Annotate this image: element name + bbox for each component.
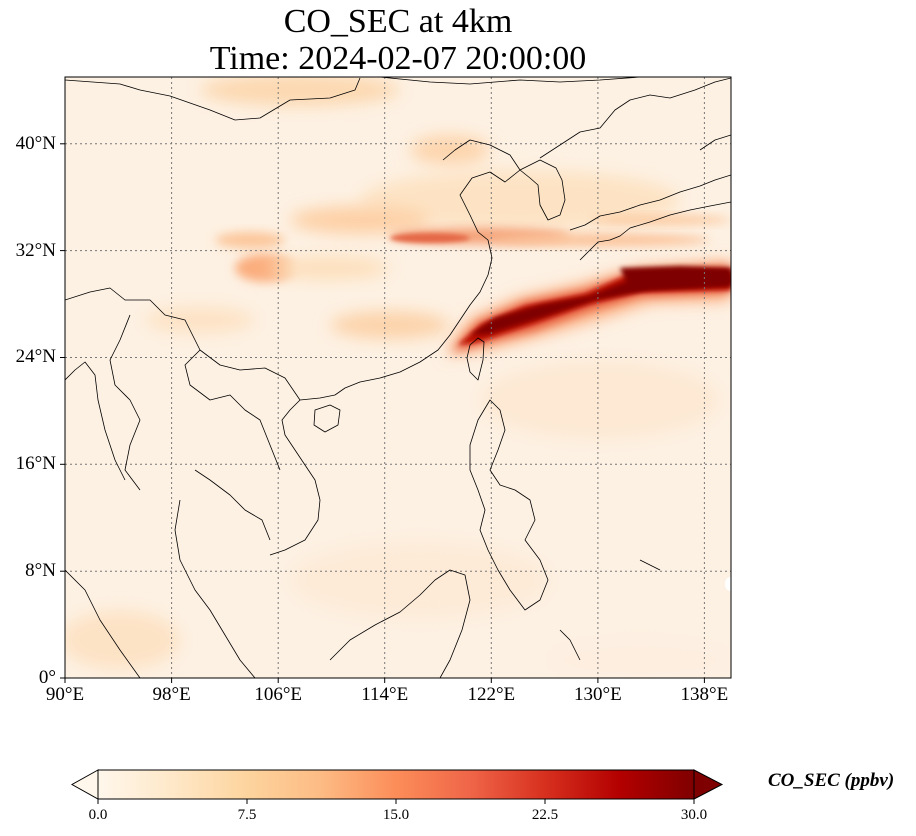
map-title-line-2: Time: 2024-02-07 20:00:00 bbox=[209, 40, 587, 77]
lat-tick-label: 0° bbox=[38, 667, 56, 688]
lat-tick-label: 32°N bbox=[15, 240, 56, 261]
colorbar-max-extend-arrow bbox=[693, 769, 724, 800]
lon-tick-label: 122°E bbox=[467, 684, 516, 705]
lon-tick-label: 130°E bbox=[574, 684, 622, 705]
lon-tick-label: 90°E bbox=[45, 684, 85, 705]
colorbar-tick-label: 22.5 bbox=[531, 807, 559, 823]
colorbar-tick-label: 0.0 bbox=[88, 807, 108, 823]
lat-tick-label: 16°N bbox=[15, 453, 56, 474]
map-plot-area bbox=[65, 77, 731, 678]
colorbar-tick-label: 15.0 bbox=[382, 807, 410, 823]
colorbar-tick-label: 30.0 bbox=[680, 807, 708, 823]
map-title-line-1: CO_SEC at 4km bbox=[283, 3, 513, 40]
gridlines bbox=[65, 77, 731, 678]
colorbar-min-extend-arrow bbox=[70, 769, 99, 800]
map-frame bbox=[64, 76, 732, 679]
lon-tick-label: 138°E bbox=[680, 684, 729, 705]
colorbar bbox=[70, 769, 724, 804]
lon-tick-label: 98°E bbox=[152, 684, 191, 705]
lat-tick-label: 8°N bbox=[25, 560, 56, 581]
axis-ticks bbox=[60, 143, 705, 683]
lat-tick-label: 40°N bbox=[15, 133, 56, 154]
lon-tick-label: 114°E bbox=[361, 684, 409, 705]
colorbar-tick-label: 7.5 bbox=[237, 807, 257, 823]
lat-tick-label: 24°N bbox=[15, 346, 56, 367]
lon-tick-label: 106°E bbox=[254, 684, 303, 705]
colorbar-gradient bbox=[98, 770, 694, 799]
colorbar-label: CO_SEC (ppbv) bbox=[768, 770, 895, 791]
coastlines bbox=[65, 77, 731, 678]
co-sec-field bbox=[65, 77, 731, 678]
